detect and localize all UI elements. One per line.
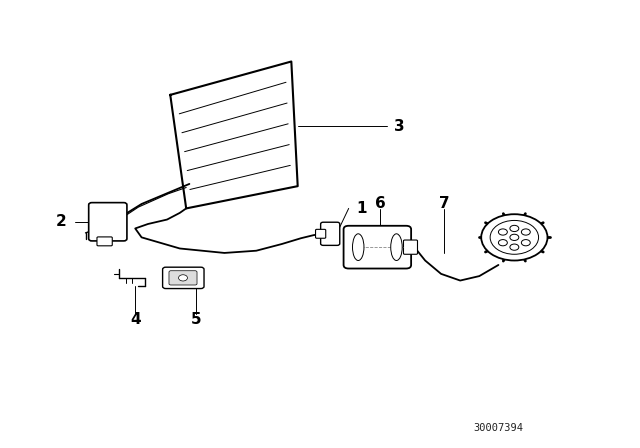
- FancyBboxPatch shape: [169, 271, 197, 285]
- FancyBboxPatch shape: [321, 222, 340, 246]
- Circle shape: [510, 225, 519, 232]
- Text: 30007394: 30007394: [474, 423, 524, 433]
- FancyBboxPatch shape: [344, 226, 411, 268]
- Circle shape: [490, 220, 539, 254]
- Ellipse shape: [391, 234, 402, 260]
- Circle shape: [481, 214, 547, 260]
- Text: 2: 2: [55, 214, 66, 229]
- FancyBboxPatch shape: [403, 240, 417, 254]
- Circle shape: [179, 275, 188, 281]
- Text: 3: 3: [394, 119, 405, 134]
- Text: 4: 4: [130, 312, 141, 327]
- FancyBboxPatch shape: [163, 267, 204, 289]
- FancyBboxPatch shape: [97, 237, 112, 246]
- Ellipse shape: [353, 234, 364, 260]
- Circle shape: [510, 234, 519, 241]
- FancyBboxPatch shape: [316, 229, 326, 238]
- Circle shape: [499, 229, 508, 235]
- Text: 6: 6: [374, 197, 385, 211]
- Polygon shape: [170, 61, 298, 208]
- Circle shape: [522, 229, 531, 235]
- Circle shape: [510, 244, 519, 250]
- Text: 7: 7: [439, 197, 449, 211]
- Text: 1: 1: [356, 201, 367, 216]
- FancyBboxPatch shape: [89, 202, 127, 241]
- Circle shape: [522, 240, 531, 246]
- Text: 5: 5: [191, 312, 201, 327]
- Circle shape: [499, 240, 508, 246]
